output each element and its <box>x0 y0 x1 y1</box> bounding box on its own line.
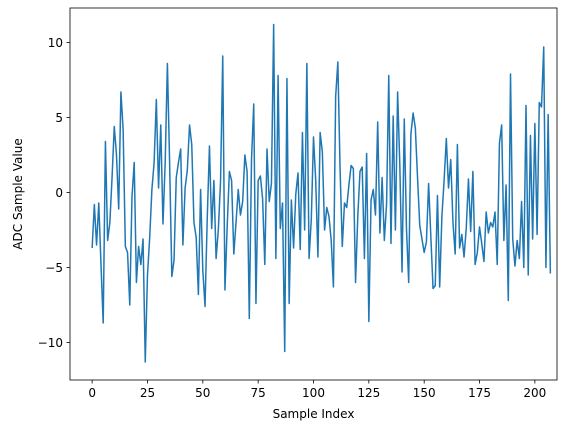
data-layer <box>91 23 552 363</box>
x-tick-label: 50 <box>195 386 210 400</box>
x-tick-label: 150 <box>413 386 436 400</box>
y-tick-label: 0 <box>55 186 63 200</box>
x-tick-label: 0 <box>88 386 96 400</box>
x-tick-label: 175 <box>468 386 491 400</box>
y-tick-label: 5 <box>55 111 63 125</box>
x-axis-ticks: 0 25 50 75 100 125 150 175 200 <box>88 380 546 400</box>
y-tick-label: 10 <box>48 36 63 50</box>
x-tick-label: 125 <box>357 386 380 400</box>
plot-area <box>69 7 558 381</box>
y-tick-label: −10 <box>38 336 63 350</box>
series-line-0 <box>91 23 552 363</box>
x-axis-label: Sample Index <box>273 407 355 421</box>
plot-frame <box>69 7 558 381</box>
y-tick-label: −5 <box>45 261 63 275</box>
x-tick-label: 75 <box>251 386 266 400</box>
y-axis-ticks: −10 −5 0 5 10 <box>38 36 70 350</box>
y-axis-label: ADC Sample Value <box>11 138 25 249</box>
x-tick-label: 100 <box>302 386 325 400</box>
x-tick-label: 25 <box>140 386 155 400</box>
x-tick-label: 200 <box>523 386 546 400</box>
